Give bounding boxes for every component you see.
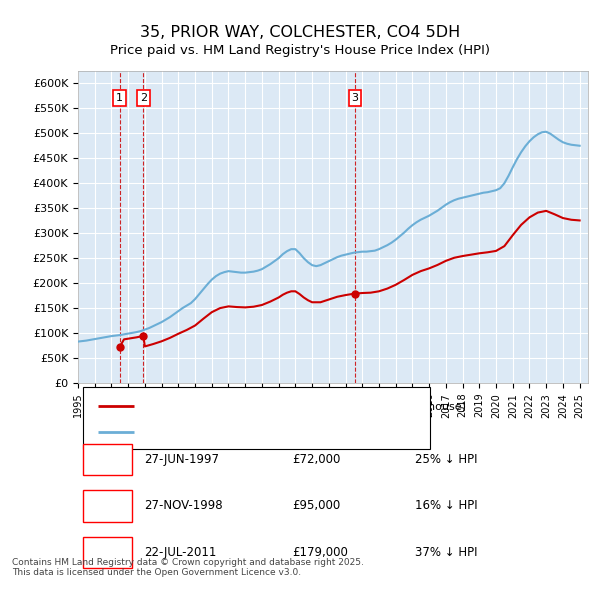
Text: 3: 3 — [352, 93, 358, 103]
Text: 2: 2 — [103, 500, 111, 513]
Text: 27-JUN-1997: 27-JUN-1997 — [145, 453, 220, 466]
Text: £95,000: £95,000 — [292, 500, 340, 513]
Text: Price paid vs. HM Land Registry's House Price Index (HPI): Price paid vs. HM Land Registry's House … — [110, 44, 490, 57]
Text: 1: 1 — [116, 93, 123, 103]
FancyBboxPatch shape — [83, 444, 131, 475]
Text: 2: 2 — [140, 93, 147, 103]
Text: Contains HM Land Registry data © Crown copyright and database right 2025.
This d: Contains HM Land Registry data © Crown c… — [12, 558, 364, 577]
Text: 27-NOV-1998: 27-NOV-1998 — [145, 500, 223, 513]
Text: 16% ↓ HPI: 16% ↓ HPI — [415, 500, 477, 513]
FancyBboxPatch shape — [83, 537, 131, 568]
FancyBboxPatch shape — [83, 387, 430, 450]
Text: 35, PRIOR WAY, COLCHESTER, CO4 5DH: 35, PRIOR WAY, COLCHESTER, CO4 5DH — [140, 25, 460, 40]
FancyBboxPatch shape — [83, 490, 131, 522]
Text: 25% ↓ HPI: 25% ↓ HPI — [415, 453, 477, 466]
Text: 22-JUL-2011: 22-JUL-2011 — [145, 546, 217, 559]
Text: 3: 3 — [103, 546, 111, 559]
Text: £179,000: £179,000 — [292, 546, 348, 559]
Text: 37% ↓ HPI: 37% ↓ HPI — [415, 546, 477, 559]
Text: 35, PRIOR WAY, COLCHESTER, CO4 5DH (detached house): 35, PRIOR WAY, COLCHESTER, CO4 5DH (deta… — [142, 401, 466, 411]
Text: 1: 1 — [103, 453, 111, 466]
Text: £72,000: £72,000 — [292, 453, 341, 466]
Text: HPI: Average price, detached house, Colchester: HPI: Average price, detached house, Colc… — [142, 427, 407, 437]
